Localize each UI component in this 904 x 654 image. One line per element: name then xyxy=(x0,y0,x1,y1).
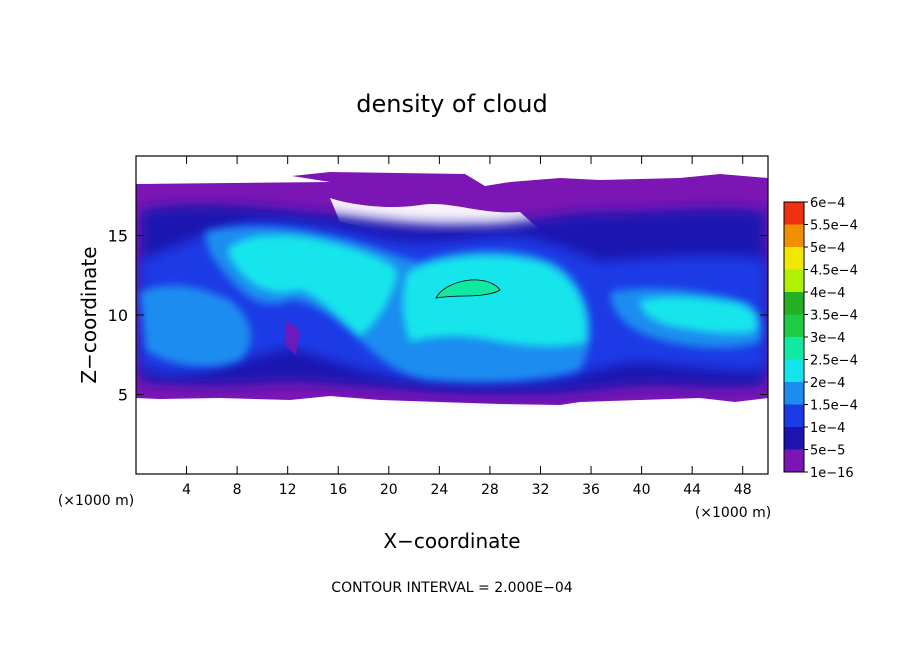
colorbar-label: 6e−4 xyxy=(810,196,845,211)
colorbar-label: 4e−4 xyxy=(810,286,845,301)
colorbar-swatch xyxy=(784,404,804,427)
x-tick-label: 40 xyxy=(633,482,651,498)
x-tick-label: 36 xyxy=(582,482,600,498)
colorbar-swatch xyxy=(784,427,804,450)
colorbar-swatch xyxy=(784,224,804,247)
x-tick-label: 12 xyxy=(279,482,297,498)
colorbar-label: 1e−4 xyxy=(810,421,845,436)
colorbar-swatch xyxy=(784,314,804,337)
x-tick-label: 48 xyxy=(734,482,752,498)
cyan-core-2 xyxy=(402,256,587,347)
x-unit-label-left: (×1000 m) xyxy=(58,493,134,509)
colorbar-label: 1e−16 xyxy=(810,466,854,481)
colorbar-swatch xyxy=(784,292,804,315)
x-unit-label-right: (×1000 m) xyxy=(695,505,771,521)
x-axis-title: X−coordinate xyxy=(383,529,520,553)
cyan-core-3 xyxy=(640,297,757,334)
colorbar-label: 1.5e−4 xyxy=(810,399,858,414)
colorbar-label: 3e−4 xyxy=(810,331,845,346)
x-tick-label: 44 xyxy=(683,482,701,498)
colorbar-swatch xyxy=(784,449,804,472)
colorbar-label: 5e−4 xyxy=(810,241,845,256)
colorbar-label: 3.5e−4 xyxy=(810,309,858,324)
colorbar-label: 2e−4 xyxy=(810,376,845,391)
colorbar: 1e−16 5e−5 1e−4 1.5e−4 2e−4 2.5e−4 3e−4 3.5e−4 4… xyxy=(783,196,858,481)
y-tick-label: 15 xyxy=(108,227,128,246)
colorbar-swatch xyxy=(784,359,804,382)
y-tick-label: 5 xyxy=(118,386,128,405)
colorbar-swatch xyxy=(784,202,804,225)
x-tick-label: 32 xyxy=(532,482,550,498)
colorbar-label: 5e−5 xyxy=(810,444,845,459)
colorbar-swatch xyxy=(784,247,804,270)
x-tick-label: 24 xyxy=(430,482,448,498)
cyan-core-1 xyxy=(228,235,398,336)
y-axis-title: Z−coordinate xyxy=(77,246,101,383)
colorbar-label: 5.5e−4 xyxy=(810,219,858,234)
colorbar-label: 4.5e−4 xyxy=(810,264,858,279)
x-tick-label: 4 xyxy=(182,482,191,498)
y-tick-label: 10 xyxy=(108,306,128,325)
colorbar-swatch xyxy=(784,337,804,360)
plot-area xyxy=(136,156,768,474)
x-tick-label: 20 xyxy=(380,482,398,498)
x-tick-label: 8 xyxy=(233,482,242,498)
x-axis: 4 8 12 16 20 24 28 32 36 40 44 48 xyxy=(182,156,752,498)
colorbar-swatch xyxy=(784,382,804,405)
colorbar-swatch xyxy=(784,269,804,292)
contour-interval-text: CONTOUR INTERVAL = 2.000E−04 xyxy=(331,580,572,596)
colorbar-label: 2.5e−4 xyxy=(810,354,858,369)
x-tick-label: 16 xyxy=(329,482,347,498)
chart-title: density of cloud xyxy=(356,90,547,118)
contour-2e-4-closed xyxy=(435,279,501,299)
y-axis: 5 10 15 xyxy=(108,227,768,405)
x-tick-label: 28 xyxy=(481,482,499,498)
